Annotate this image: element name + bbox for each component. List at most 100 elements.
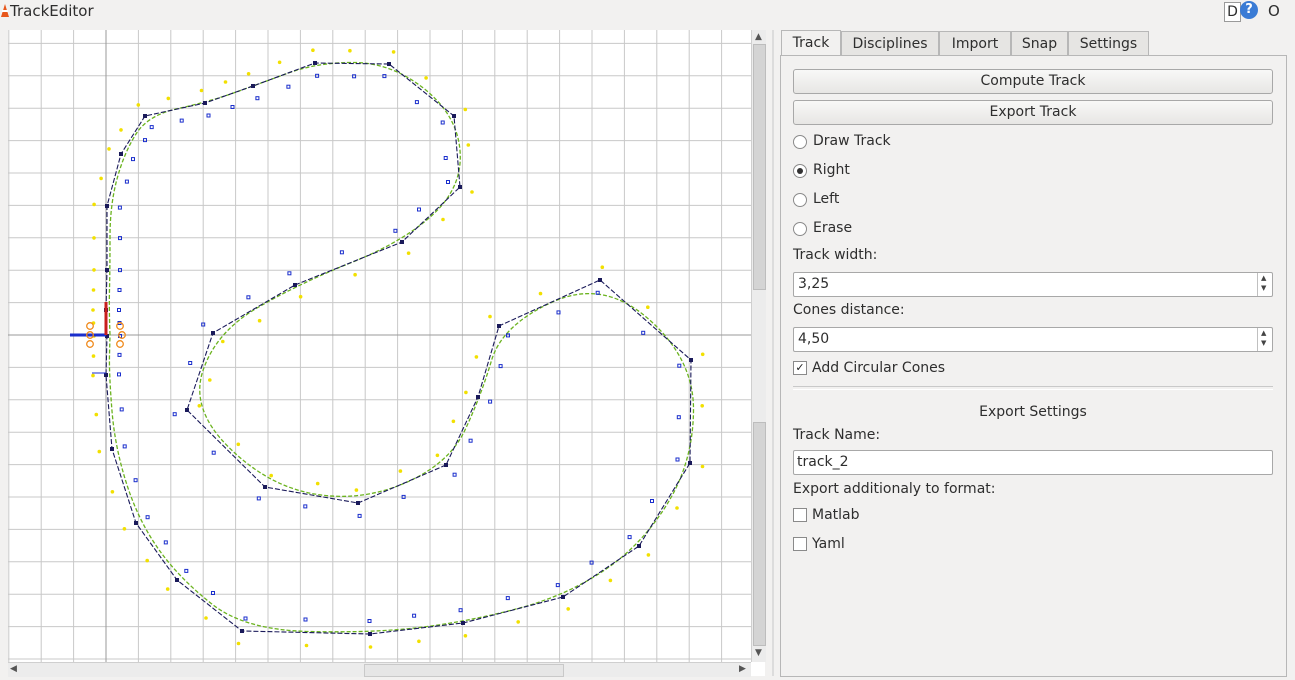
left-cone-marker (700, 404, 704, 408)
left-cone-marker (354, 488, 359, 492)
spin-down-icon[interactable]: ▼ (1261, 339, 1267, 347)
start-cone-marker (118, 331, 126, 339)
right-cone-marker (412, 613, 417, 618)
titlebar-d-button[interactable]: D (1224, 2, 1241, 22)
centerline-node (105, 334, 109, 338)
yaml-checkbox[interactable] (793, 537, 807, 551)
right-cone-marker (184, 568, 189, 573)
centerline-node (387, 62, 391, 66)
help-icon[interactable]: ? (1240, 1, 1258, 19)
radio-draw-track-label[interactable]: Draw Track (813, 133, 891, 149)
centerline-node (444, 463, 448, 467)
radio-left-circle[interactable] (793, 193, 807, 207)
horizontal-scroll-thumb[interactable] (364, 664, 564, 677)
left-cone-marker (221, 339, 225, 344)
tab-settings[interactable]: Settings (1068, 31, 1149, 56)
scroll-right-icon[interactable]: ▶ (739, 664, 746, 674)
tab-import[interactable]: Import (939, 31, 1011, 56)
right-cone-marker (339, 250, 344, 255)
centerline-node (104, 373, 108, 377)
track-name-field[interactable] (793, 450, 1273, 475)
tab-snap[interactable]: Snap (1011, 31, 1068, 56)
circular-cones-label[interactable]: Add Circular Cones (812, 360, 946, 376)
centerline-node (105, 204, 109, 208)
centerline-node (105, 268, 109, 272)
right-cone-marker (206, 113, 211, 118)
right-cone-marker (675, 457, 680, 462)
right-cone-marker (230, 105, 235, 109)
left-cone-marker (675, 506, 679, 510)
export-settings-title: Export Settings (979, 404, 1087, 420)
right-cone-marker (122, 444, 127, 449)
vertical-scroll-track-lower[interactable] (753, 422, 766, 646)
tab-track[interactable]: Track (781, 30, 841, 57)
spin-up-icon[interactable]: ▲ (1261, 329, 1267, 337)
horizontal-scrollbar[interactable]: ◀ ▶ (8, 662, 751, 677)
left-cone-marker (197, 404, 202, 408)
left-cone-marker (488, 314, 492, 319)
left-cone-marker (391, 50, 396, 54)
right-cone-marker (556, 310, 561, 315)
right-cone-marker (401, 494, 406, 499)
right-cone-marker (488, 399, 493, 404)
right-cone-marker (440, 120, 445, 125)
right-cone-marker (133, 478, 138, 483)
right-cone-marker (452, 472, 457, 477)
compute-track-button[interactable]: Compute Track (793, 69, 1273, 94)
right-cone-marker (131, 157, 135, 162)
scroll-up-icon[interactable]: ▲ (755, 32, 762, 42)
track-width-stepper[interactable]: ▲ ▼ (1257, 273, 1272, 296)
scroll-left-icon[interactable]: ◀ (10, 664, 17, 674)
scroll-down-icon[interactable]: ▼ (755, 648, 762, 658)
radio-right-circle[interactable] (793, 164, 807, 178)
cones-distance-value[interactable]: 4,50 (798, 331, 830, 347)
spin-up-icon[interactable]: ▲ (1261, 274, 1267, 282)
cones-distance-spinbox[interactable]: 4,50 ▲ ▼ (793, 327, 1273, 352)
track-width-label: Track width: (793, 247, 878, 263)
radio-left-label[interactable]: Left (813, 191, 840, 207)
track-drawing[interactable] (8, 30, 751, 662)
radio-erase-label[interactable]: Erase (813, 220, 853, 236)
track-width-spinbox[interactable]: 3,25 ▲ ▼ (793, 272, 1273, 297)
track-name-input[interactable] (797, 453, 1257, 471)
left-cone-marker (417, 639, 421, 644)
right-cone-marker (255, 96, 260, 101)
titlebar-o-button[interactable]: O (1268, 2, 1280, 20)
left-cone-marker (463, 634, 468, 638)
vertical-scroll-thumb[interactable] (753, 44, 766, 290)
splitter-handle[interactable] (772, 30, 774, 676)
tab-disciplines[interactable]: Disciplines (841, 31, 939, 56)
radio-right-label[interactable]: Right (813, 162, 850, 178)
start-cone-marker (86, 331, 94, 339)
left-cone-marker (368, 645, 373, 649)
spin-down-icon[interactable]: ▼ (1261, 284, 1267, 292)
cones-distance-stepper[interactable]: ▲ ▼ (1257, 328, 1272, 351)
vertical-scrollbar[interactable]: ▲ ▼ (751, 30, 766, 662)
centerline-node (143, 114, 147, 118)
left-cone-marker (223, 80, 228, 84)
right-cone-marker (145, 515, 150, 520)
right-cone-marker (201, 322, 206, 327)
right-cone-marker (595, 290, 600, 295)
left-cone-marker (208, 378, 212, 382)
left-cone-marker (298, 294, 303, 299)
matlab-label[interactable]: Matlab (812, 507, 860, 523)
track-width-value[interactable]: 3,25 (798, 276, 830, 292)
yaml-label[interactable]: Yaml (812, 536, 845, 552)
matlab-checkbox[interactable] (793, 508, 807, 522)
radio-erase-circle[interactable] (793, 222, 807, 236)
right-cone-marker (303, 504, 308, 509)
centerline-node (356, 501, 360, 505)
title-bar: TrackEditor D ? O (0, 0, 1295, 24)
centerline-node (452, 114, 456, 118)
left-cone-marker (91, 373, 95, 378)
export-track-button[interactable]: Export Track (793, 100, 1273, 125)
export-format-label: Export additionaly to format: (793, 481, 996, 497)
circular-cones-checkbox[interactable]: ✓ (793, 361, 807, 375)
track-canvas[interactable] (8, 30, 765, 676)
radio-draw-track-circle[interactable] (793, 135, 807, 149)
left-cone-marker (277, 60, 282, 65)
left-cone-marker (600, 265, 605, 269)
right-cone-marker (458, 608, 463, 613)
right-cone-marker (505, 596, 510, 601)
